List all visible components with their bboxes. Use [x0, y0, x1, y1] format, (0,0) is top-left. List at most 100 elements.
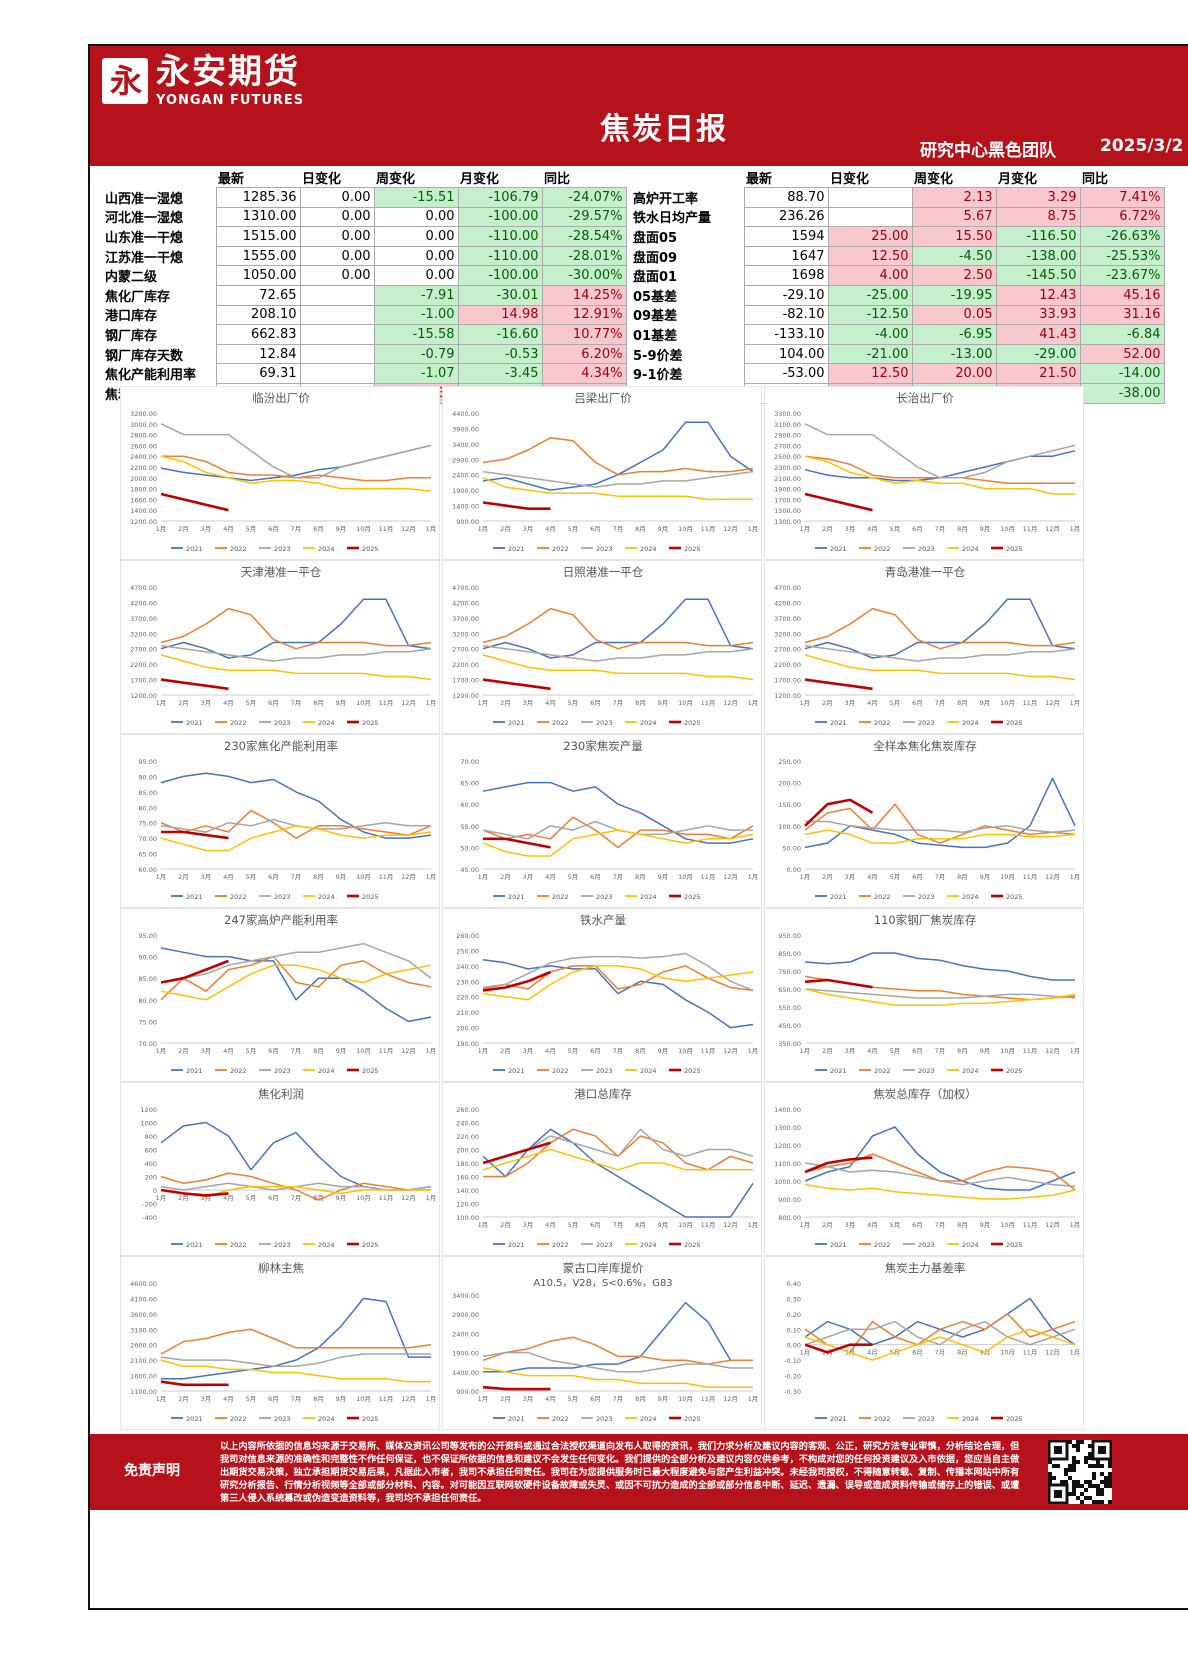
- x-tick-label: 2月: [822, 525, 833, 533]
- x-tick-label: 10月: [678, 525, 693, 533]
- y-tick-label: 2200.00: [130, 464, 157, 472]
- x-tick-label: 10月: [678, 699, 693, 707]
- y-tick-label: 1000.00: [774, 1178, 801, 1186]
- table-cell: -24.07%: [541, 187, 627, 208]
- y-tick-label: 65.00: [138, 851, 157, 859]
- x-tick-label: 1月: [426, 1047, 437, 1055]
- table-cell: 2.13: [911, 187, 997, 208]
- disclaimer-label: 免责声明: [124, 1463, 180, 1479]
- x-tick-label: 4月: [223, 525, 234, 533]
- table-cell: -4.50: [911, 245, 997, 267]
- chart-title: 天津港准一平仓: [241, 565, 322, 579]
- legend-label: 2022: [552, 1067, 569, 1075]
- legend-label: 2024: [318, 719, 335, 727]
- x-tick-label: 1月: [156, 1047, 167, 1055]
- logo-name-cn: 永安期货: [156, 52, 300, 92]
- series-line-2025: [482, 501, 551, 510]
- legend-label: 2025: [1006, 1067, 1023, 1075]
- legend-label: 2022: [874, 545, 891, 553]
- table-row: 5-9价差 104.00 -21.00 -13.00 -29.00 52.00: [630, 343, 1165, 365]
- column-header: 日变化: [830, 172, 870, 187]
- y-tick-label: 450.00: [778, 1022, 801, 1030]
- y-tick-label: 4400.00: [452, 410, 479, 418]
- table-cell: -30.00%: [541, 265, 627, 286]
- x-tick-label: 3月: [523, 1395, 534, 1403]
- table-cell: 69.31: [215, 363, 301, 384]
- row-label: 盘面09: [633, 250, 678, 266]
- chart-panel: 247家高炉产能利用率 95.00 90.00 85.00 80.00 75.00 70.0…: [120, 908, 440, 1082]
- x-tick-label: 11月: [701, 525, 716, 533]
- table-cell: 0.00: [373, 226, 459, 247]
- chart-title: 247家高炉产能利用率: [224, 913, 338, 927]
- y-tick-label: 0.40: [787, 1280, 801, 1288]
- x-tick-label: 10月: [1000, 1349, 1015, 1357]
- disclaimer-footer: 免责声明 以上内容所依据的信息均来源于交易所、媒体及资讯公司等发布的公开资料或通…: [90, 1434, 1188, 1510]
- x-tick-label: 7月: [935, 525, 946, 533]
- legend-label: 2021: [508, 719, 525, 727]
- x-tick-label: 1月: [1070, 1349, 1081, 1357]
- legend-label: 2023: [596, 1415, 613, 1423]
- table-row: 江苏准一干熄 1555.00 0.00 0.00 -110.00 -28.01%: [102, 245, 627, 267]
- x-tick-label: 2月: [500, 1221, 511, 1229]
- y-tick-label: 3100.00: [130, 1326, 157, 1334]
- legend-label: 2021: [830, 1067, 847, 1075]
- x-tick-label: 11月: [1023, 699, 1038, 707]
- legend-label: 2024: [318, 1067, 335, 1075]
- table-cell: 0.00: [299, 226, 375, 247]
- series-line-2023: [482, 952, 754, 992]
- series-line-2024: [804, 829, 1076, 844]
- column-header: 周变化: [914, 172, 954, 187]
- x-tick-label: 2月: [178, 1395, 189, 1403]
- y-tick-label: 120.00: [456, 1201, 479, 1209]
- row-label: 05基差: [633, 289, 678, 305]
- x-tick-label: 3月: [845, 1221, 856, 1229]
- chart-panel: 青岛港准一平仓 4700.00 4200.00 3700.00 3200.00 2700.…: [764, 560, 1084, 734]
- x-tick-label: 2月: [178, 1194, 189, 1202]
- legend-label: 2022: [874, 719, 891, 727]
- x-tick-label: 3月: [845, 873, 856, 881]
- series-line-2021: [160, 598, 432, 659]
- y-tick-label: 65.00: [460, 780, 479, 788]
- legend-label: 2024: [640, 1415, 657, 1423]
- legend-label: 2023: [274, 893, 291, 901]
- chart-title: 日照港准一平仓: [563, 565, 644, 579]
- y-tick-label: 2700.00: [452, 646, 479, 654]
- x-tick-label: 10月: [356, 873, 371, 881]
- y-tick-label: 90.00: [138, 954, 157, 962]
- table-cell: -100.00: [457, 206, 543, 228]
- x-tick-label: 11月: [701, 1047, 716, 1055]
- x-tick-label: 9月: [658, 1047, 669, 1055]
- chart-title: 230家焦炭产量: [563, 739, 642, 753]
- series-line-2021: [482, 958, 754, 1029]
- line-chart: 230家焦化产能利用率 95.00 90.00 85.00 80.00 75.00 70.0…: [138, 739, 436, 901]
- y-tick-label: 1900.00: [452, 487, 479, 495]
- table-cell: 72.65: [215, 284, 301, 306]
- series-line-2025: [160, 959, 229, 984]
- series-line-2023: [804, 1320, 1076, 1346]
- x-tick-label: 11月: [379, 699, 394, 707]
- x-tick-label: 1月: [156, 699, 167, 707]
- x-tick-label: 7月: [935, 873, 946, 881]
- y-tick-label: 2600.00: [130, 442, 157, 450]
- x-tick-label: 8月: [635, 525, 646, 533]
- y-tick-label: 4600.00: [130, 1280, 157, 1288]
- x-tick-label: 11月: [379, 525, 394, 533]
- y-tick-label: 3200.00: [452, 630, 479, 638]
- y-tick-label: 1400.00: [130, 507, 157, 515]
- x-tick-label: 5月: [568, 873, 579, 881]
- x-tick-label: 2月: [822, 1221, 833, 1229]
- x-tick-label: 9月: [658, 699, 669, 707]
- x-tick-label: 6月: [268, 873, 279, 881]
- series-line-2022: [160, 955, 432, 1001]
- row-label: 01基差: [633, 328, 678, 344]
- x-tick-label: 1月: [478, 1047, 489, 1055]
- y-tick-label: 1600.00: [130, 496, 157, 504]
- legend-label: 2023: [918, 893, 935, 901]
- series-line-2022: [804, 803, 1076, 844]
- table-row: 焦化产能利用率 69.31 -1.07 -3.45 4.34%: [102, 363, 627, 384]
- x-tick-label: 5月: [246, 699, 257, 707]
- row-label: 盘面01: [633, 270, 678, 286]
- table-row: 钢厂库存 662.83 -15.58 -16.60 10.77%: [102, 324, 627, 345]
- series-line-2022: [160, 1328, 432, 1355]
- y-tick-label: 4100.00: [130, 1295, 157, 1303]
